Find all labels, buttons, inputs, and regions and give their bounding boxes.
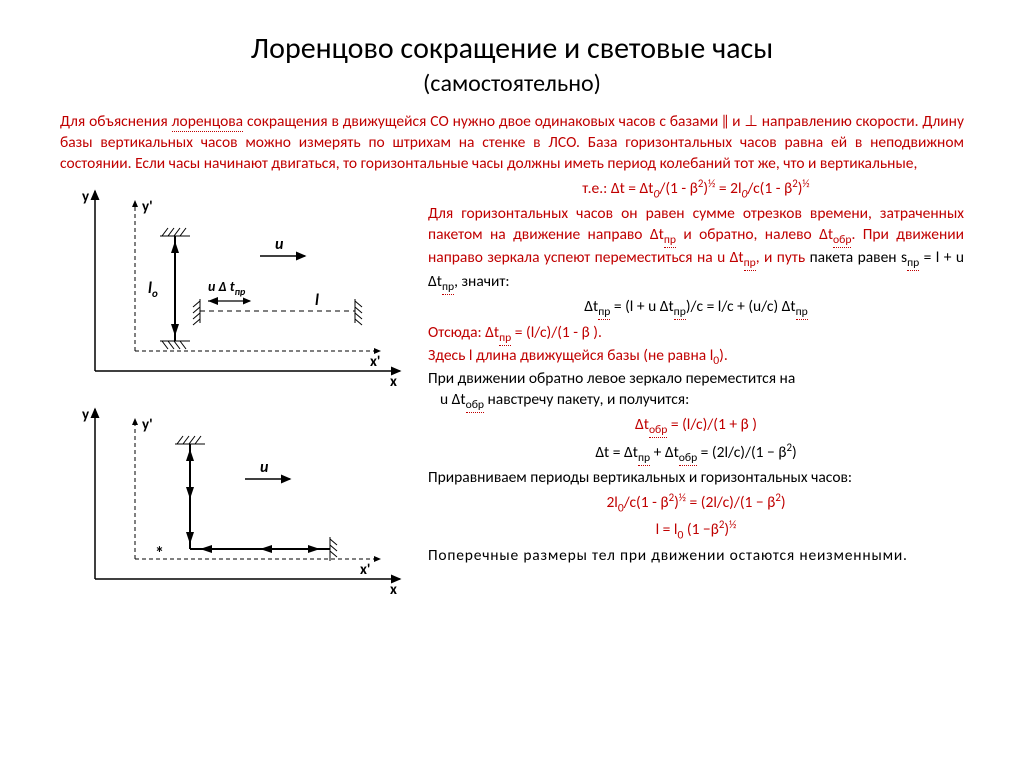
eq-11: 2l0/c(1 - β2)½ = (2l/c)/(1 − β2) xyxy=(428,491,964,517)
line-6: При движении обратно левое зеркало перем… xyxy=(428,369,795,388)
eq-1: т.е.: Δt = Δt0/(1 - β2)½ = 2l0/c(1 - β2)… xyxy=(428,177,964,203)
label-l0: lo xyxy=(148,279,158,300)
slide-subtitle: (самостоятельно) xyxy=(60,69,964,98)
diagram-bottom: y x y' x' u xyxy=(60,399,410,599)
eq-12: l = l0 (1 −β2)½ xyxy=(428,518,964,544)
line-13: Поперечные размеры тел при движении оста… xyxy=(428,546,964,566)
diagram-top: y x y' x' xyxy=(60,181,410,391)
eq-8: Δtобр = (l/c)/(1 + β ) xyxy=(428,415,964,438)
label-yp-2: y' xyxy=(142,416,153,434)
para-2: Для горизонтальных часов он равен сумме … xyxy=(428,204,964,295)
line-10: Приравниваем периоды вертикальных и гори… xyxy=(428,468,964,488)
label-u-2: u xyxy=(260,458,269,477)
line-5: Здесь l длина движущейся базы (не равна … xyxy=(428,346,728,365)
label-y-2: y xyxy=(82,406,90,424)
eq-9: Δt = Δtпр + Δtобр = (2l/c)/(1 − β2) xyxy=(428,441,964,467)
label-xp: x' xyxy=(370,353,380,371)
label-yp: y' xyxy=(142,198,153,216)
intro-text-1: Для объяснения xyxy=(60,112,172,131)
label-star: * xyxy=(155,542,164,564)
label-x-2: x xyxy=(390,581,397,599)
line-7: u Δtобр навстречу пакету, и получится: xyxy=(428,390,689,409)
intro-underlined: лоренцова xyxy=(172,112,244,132)
intro-paragraph: Для объяснения лоренцова сокращения в дв… xyxy=(60,112,964,175)
label-y: y xyxy=(82,188,90,206)
diagram-column: y x y' x' xyxy=(60,175,410,607)
label-xp-2: x' xyxy=(360,561,370,579)
eq-3: Δtпр = (l + u Δtпр)/c = l/c + (u/c) Δtпр xyxy=(428,297,964,320)
label-l: l xyxy=(315,291,319,310)
label-x: x xyxy=(390,373,397,391)
label-udt: u Δ tпр xyxy=(208,278,246,298)
label-u-1: u xyxy=(275,235,284,254)
slide-title: Лоренцово сокращение и световые часы xyxy=(60,30,964,67)
text-column: т.е.: Δt = Δt0/(1 - β2)½ = 2l0/c(1 - β2)… xyxy=(428,175,964,607)
line-4: Отсюда: Δtпр = (l/c)/(1 - β ). xyxy=(428,323,602,342)
